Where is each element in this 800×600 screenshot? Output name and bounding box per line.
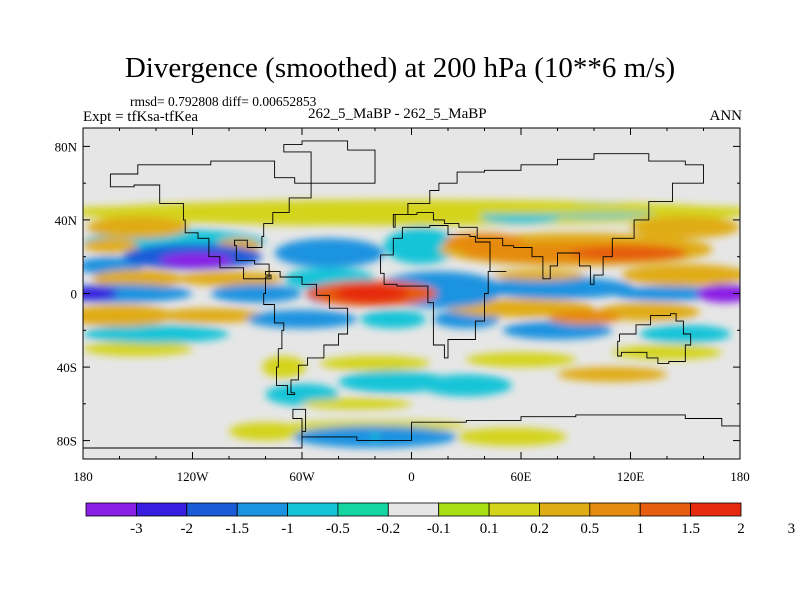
colorbar-label: 2 <box>737 521 745 537</box>
contour-region <box>621 264 740 287</box>
colorbar-label: -0.1 <box>427 521 451 537</box>
smoothed-layer <box>83 199 740 448</box>
contour-region <box>612 286 722 301</box>
contour-region <box>502 321 613 340</box>
continent-outline <box>83 408 740 449</box>
contour-region <box>83 203 740 215</box>
continent-outline <box>263 270 349 396</box>
colorbar-swatch <box>690 502 742 517</box>
contour-region <box>612 344 722 360</box>
x-tick-label: 180 <box>73 469 93 484</box>
colorbar-swatch <box>85 502 137 517</box>
x-tick-label: 60W <box>289 469 315 484</box>
contour-region <box>83 341 193 357</box>
colorbar-swatch <box>589 502 641 517</box>
feature-core <box>444 280 452 289</box>
colorbar-swatch <box>539 502 591 517</box>
contour-region <box>349 286 387 298</box>
feature-core <box>188 256 197 265</box>
contour-region <box>92 269 184 288</box>
y-tick-label: 80N <box>55 139 78 154</box>
colorbar-label: -2 <box>181 521 194 537</box>
contour-region <box>480 277 635 299</box>
colorbar-label: -3 <box>130 521 143 537</box>
colorbar-swatch <box>337 502 389 517</box>
contour-region <box>302 398 412 410</box>
colorbar-label: 0.5 <box>580 521 599 537</box>
contour-region <box>597 302 700 322</box>
contour-region <box>457 427 567 447</box>
contour-region <box>630 216 740 239</box>
colorbar-swatch <box>438 502 490 517</box>
colorbar-label: 1.5 <box>681 521 700 537</box>
chart-title: Divergence (smoothed) at 200 hPa (10**6 … <box>124 52 676 84</box>
colorbar-swatch <box>387 502 440 517</box>
colorbar-label: 3 <box>788 521 796 537</box>
contour-region <box>466 352 576 368</box>
contour-region <box>229 422 302 441</box>
feature-core <box>371 432 379 441</box>
contour-region <box>360 310 427 329</box>
contour-region <box>210 284 302 303</box>
y-tick-label: 40S <box>57 360 77 375</box>
colorbar-label: -1 <box>281 521 294 537</box>
colorbar-label: 0.2 <box>530 521 549 537</box>
rmsd-diff-stats: rmsd= 0.792808 diff= 0.00652853 <box>130 94 317 109</box>
contour-region <box>156 308 266 323</box>
x-tick-label: 120E <box>617 469 645 484</box>
contour-region <box>575 245 686 261</box>
continent-outline <box>283 140 376 184</box>
contour-region <box>548 310 622 325</box>
continent-outline <box>617 313 692 364</box>
colorbar-label: 1 <box>636 521 644 537</box>
feature-core <box>367 289 376 298</box>
continent-outlines <box>83 140 740 449</box>
colorbar-swatch <box>287 502 339 517</box>
x-tick-label: 0 <box>408 469 415 484</box>
continent-outline <box>109 160 312 280</box>
y-tick-label: 80S <box>57 434 77 449</box>
season-label: ANN <box>709 108 743 124</box>
contour-region <box>83 284 193 303</box>
colorbar-swatch <box>488 502 540 517</box>
colorbar-swatch <box>186 502 238 517</box>
contour-region <box>83 238 138 254</box>
x-tick-label: 180 <box>730 469 750 484</box>
colorbar-swatch <box>236 502 288 517</box>
y-tick-label: 0 <box>71 287 78 302</box>
contour-region <box>493 269 585 281</box>
colorbar-label: -0.5 <box>326 521 350 537</box>
colorbar-label: -0.2 <box>376 521 400 537</box>
feature-core <box>88 289 97 298</box>
case-label: 262_5_MaBP - 262_5_MaBP <box>308 106 487 122</box>
contour-field <box>83 128 740 459</box>
continent-outline <box>380 225 507 359</box>
continent-outline <box>392 153 704 285</box>
contour-region <box>86 216 189 239</box>
contour-region <box>557 367 668 382</box>
contour-region <box>274 238 385 268</box>
contour-region <box>174 271 284 287</box>
x-tick-label: 120W <box>177 469 210 484</box>
experiment-label: Expt = tfKsa-tfKea <box>83 109 199 125</box>
colorbar-swatch <box>135 502 188 517</box>
y-tick-label: 40N <box>55 213 78 228</box>
feature-core <box>717 289 726 298</box>
contour-region <box>83 304 175 327</box>
colorbar-swatch <box>639 502 692 517</box>
colorbar-label: 0.1 <box>480 521 499 537</box>
contour-region <box>247 310 357 329</box>
colorbar-label: -1.5 <box>225 521 249 537</box>
contour-region <box>320 356 430 371</box>
contour-region <box>338 370 449 393</box>
contour-region <box>83 324 229 344</box>
contour-region <box>420 374 512 397</box>
x-tick-label: 60E <box>511 469 532 484</box>
contour-region <box>261 356 306 379</box>
